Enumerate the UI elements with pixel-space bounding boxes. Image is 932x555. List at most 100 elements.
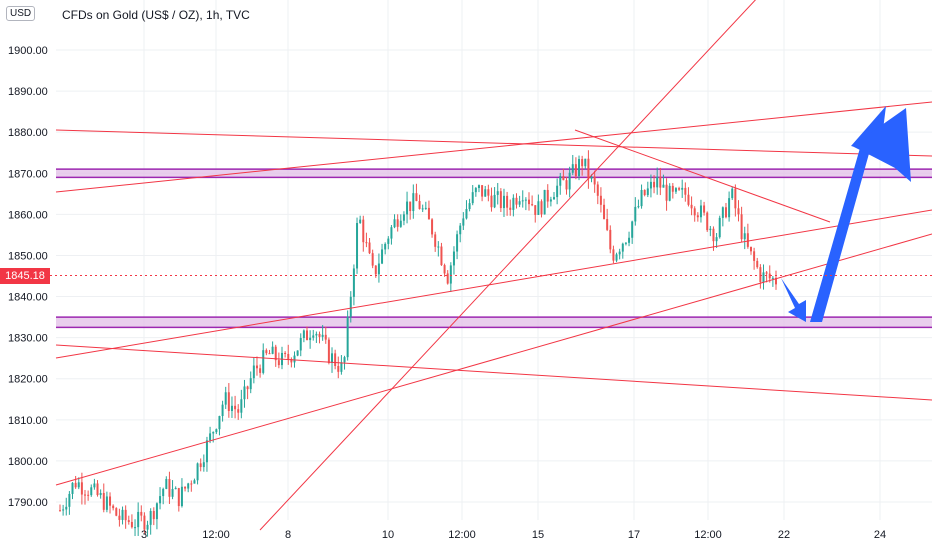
candle-body xyxy=(493,194,496,208)
x-axis: 3 12:00 8 10 12:00 15 17 12:00 22 24 xyxy=(141,529,886,541)
candle-body xyxy=(209,433,212,441)
candle-body xyxy=(753,251,756,261)
candle-body xyxy=(324,334,327,340)
y-tick-label: 1850.00 xyxy=(8,250,48,262)
candle-body xyxy=(268,353,271,355)
candle-body xyxy=(159,496,162,504)
y-axis: 1900.00 1890.00 1880.00 1870.00 1860.00 1850.… xyxy=(8,45,48,509)
candle-body xyxy=(121,509,124,520)
candle-body xyxy=(506,195,509,208)
candle-body xyxy=(596,184,599,196)
candle-body xyxy=(171,488,174,497)
candle-body xyxy=(515,197,518,205)
candle-body xyxy=(377,263,380,275)
candle-body xyxy=(584,158,587,167)
currency-badge[interactable]: USD xyxy=(6,6,36,21)
up-arrow-shaft xyxy=(810,106,886,322)
y-tick-label: 1900.00 xyxy=(8,45,48,57)
candle-body xyxy=(534,205,537,215)
candle-body xyxy=(565,180,568,190)
candle-body xyxy=(668,185,671,201)
candle-body xyxy=(146,524,149,530)
candle-body xyxy=(409,201,412,212)
candle-body xyxy=(631,221,634,238)
candle-body xyxy=(737,208,740,215)
candle-body xyxy=(234,405,237,410)
candle-body xyxy=(262,350,265,373)
grid xyxy=(56,0,932,520)
candle-body xyxy=(546,189,549,202)
candle-body xyxy=(255,365,258,369)
candle-body xyxy=(649,181,652,189)
candle-body xyxy=(318,333,321,337)
candle-body xyxy=(484,189,487,197)
candle-body xyxy=(721,207,724,218)
candle-body xyxy=(643,189,646,196)
candle-body xyxy=(684,187,687,195)
y-tick-label: 1840.00 xyxy=(8,292,48,304)
candle-body xyxy=(177,488,180,507)
candle-body xyxy=(553,197,556,200)
candle-body xyxy=(574,164,577,177)
candle-body xyxy=(446,273,449,284)
candle-body xyxy=(293,355,296,363)
candle-body xyxy=(759,267,762,283)
y-tick-label: 1880.00 xyxy=(8,127,48,139)
candle-body xyxy=(653,181,656,188)
candle-body xyxy=(62,509,65,511)
candle-body xyxy=(615,254,618,261)
candle-body xyxy=(624,242,627,244)
candle-body xyxy=(337,365,340,372)
candle-body xyxy=(312,335,315,338)
candle-body xyxy=(102,493,105,510)
candle-body xyxy=(521,200,524,202)
candle-body xyxy=(259,368,262,373)
candle-body xyxy=(237,409,240,413)
candle-body xyxy=(187,483,190,489)
candle-body xyxy=(590,176,593,179)
candle-body xyxy=(299,338,302,351)
candle-body xyxy=(349,296,352,317)
zone-fill xyxy=(56,317,932,328)
support-resistance-zones xyxy=(56,168,932,329)
y-tick-label: 1820.00 xyxy=(8,374,48,386)
candle-body xyxy=(252,365,255,379)
candle-body xyxy=(540,201,543,215)
candle-body xyxy=(421,208,424,210)
candle-body xyxy=(678,188,681,190)
candle-body xyxy=(168,478,171,497)
trendline xyxy=(55,209,932,359)
candle-body xyxy=(765,272,768,274)
trendline xyxy=(55,129,932,157)
x-tick-label: 12:00 xyxy=(202,529,230,541)
x-tick-label: 17 xyxy=(628,529,640,541)
x-tick-label: 8 xyxy=(285,529,291,541)
candle-body xyxy=(93,483,96,488)
candle-body xyxy=(537,201,540,215)
down-arrow xyxy=(781,278,806,322)
candle-body xyxy=(518,201,521,205)
candle-body xyxy=(474,188,477,193)
candle-body xyxy=(427,207,430,220)
candle-body xyxy=(581,159,584,167)
candle-body xyxy=(434,234,437,247)
trendline xyxy=(55,233,932,486)
candle-body xyxy=(393,219,396,228)
y-tick-label: 1800.00 xyxy=(8,456,48,468)
candle-body xyxy=(218,416,221,430)
candle-body xyxy=(771,277,774,279)
candle-body xyxy=(115,508,118,516)
y-tick-label: 1830.00 xyxy=(8,333,48,345)
candle-body xyxy=(696,215,699,218)
candle-body xyxy=(687,194,690,205)
x-tick-label: 22 xyxy=(778,529,790,541)
candle-body xyxy=(490,195,493,208)
candle-body xyxy=(134,527,137,529)
projection-arrows xyxy=(781,106,911,322)
candle-body xyxy=(762,272,765,283)
candles xyxy=(59,150,777,537)
trendlines xyxy=(55,0,932,531)
current-price-label: 1845.18 xyxy=(0,268,50,284)
candle-body xyxy=(618,251,621,255)
